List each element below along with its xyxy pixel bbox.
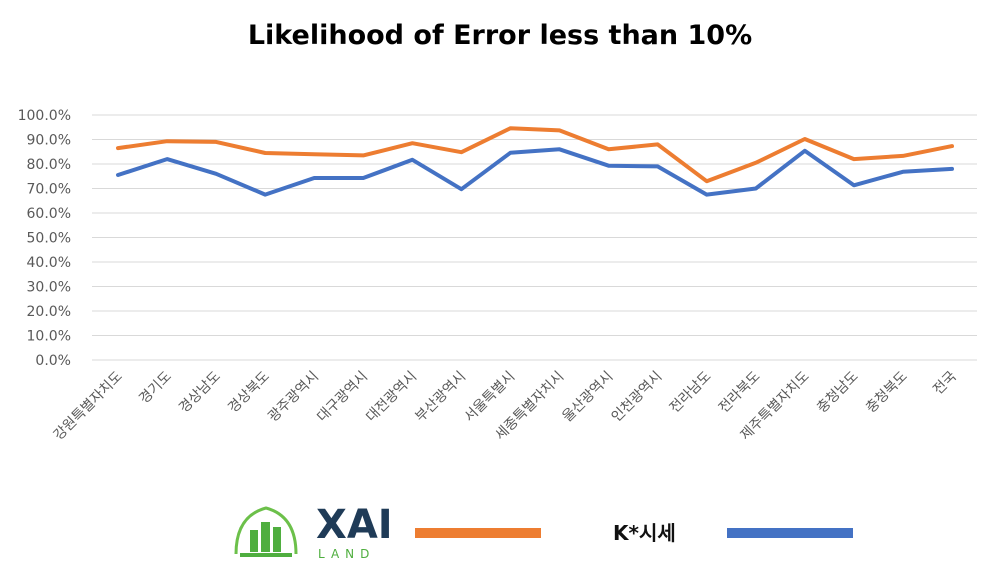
x-tick-label: 충청남도 xyxy=(814,368,862,416)
x-tick-label: 강원특별자치도 xyxy=(51,368,126,443)
logo-main-text: XAI xyxy=(316,502,393,548)
x-tick-label: 충청북도 xyxy=(863,368,911,416)
x-tick-label: 대구광역시 xyxy=(314,369,371,426)
gridlines xyxy=(92,114,977,361)
x-tick-label: 인천광역시 xyxy=(609,369,666,426)
y-tick-label: 20.0% xyxy=(27,304,71,320)
y-tick-label: 90.0% xyxy=(27,133,71,149)
x-tick-label: 경상남도 xyxy=(176,368,224,416)
x-tick-label: 대전광역시 xyxy=(363,369,420,426)
y-tick-label: 100.0% xyxy=(18,108,71,124)
x-tick-label: 광주광역시 xyxy=(265,369,322,426)
y-tick-label: 10.0% xyxy=(27,329,71,345)
x-axis-ticks: 강원특별자치도 경기도 경상남도 경상북도광주광역시대구광역시대전광역시부산광역시서울… xyxy=(51,368,960,443)
y-tick-label: 0.0% xyxy=(35,353,71,369)
chart-title: Likelihood of Error less than 10% xyxy=(248,20,752,51)
x-tick-label: 경상북도 xyxy=(225,368,273,416)
x-tick-label: 경기도 xyxy=(136,368,175,407)
series-line-2 xyxy=(116,147,954,197)
legend-label-ksise: K*시세 xyxy=(613,521,676,545)
y-tick-label: 70.0% xyxy=(27,182,71,198)
y-axis-ticks: 0.0% 10.0% 20.0% 30.0% 40.0% 50.0% 60.0% 70.0% 8… xyxy=(18,108,71,369)
x-tick-label: 전라북도 xyxy=(716,368,764,416)
y-tick-label: 80.0% xyxy=(27,157,71,173)
xai-land-logo: XAI LAND xyxy=(234,502,393,561)
x-tick-label: 전라남도 xyxy=(667,368,715,416)
legend-swatch-xai-land xyxy=(415,528,541,538)
y-tick-label: 50.0% xyxy=(27,231,71,247)
x-tick-label: 울산광역시 xyxy=(560,369,617,426)
legend: XAI LAND K*시세 xyxy=(234,502,853,561)
logo-sub-text: LAND xyxy=(318,547,375,561)
legend-swatch-ksise xyxy=(727,528,853,538)
series-lines xyxy=(116,126,954,197)
x-tick-label: 부산광역시 xyxy=(412,369,469,426)
y-tick-label: 30.0% xyxy=(27,280,71,296)
y-tick-label: 40.0% xyxy=(27,255,71,271)
x-tick-label: 전국 xyxy=(930,368,960,398)
series-line-1 xyxy=(116,126,954,184)
building-logo-icon xyxy=(234,506,298,557)
y-tick-label: 60.0% xyxy=(27,206,71,222)
